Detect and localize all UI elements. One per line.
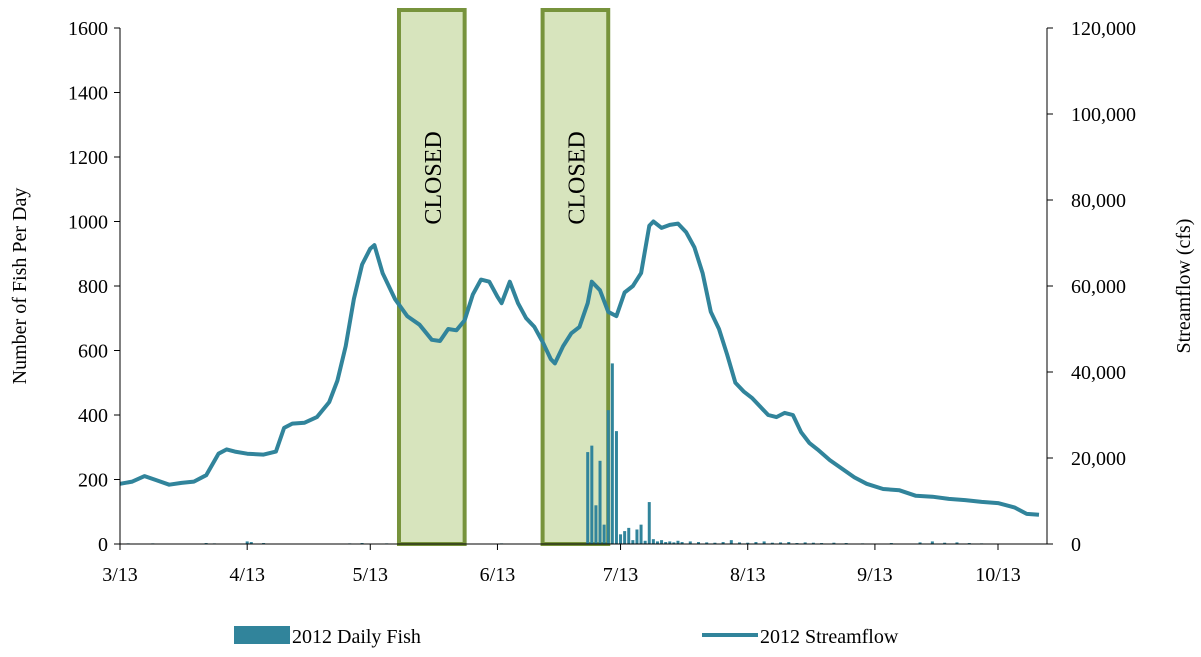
fish-bar: [647, 502, 651, 544]
fish-bar: [688, 541, 692, 544]
fish-bar: [930, 541, 934, 544]
fish-bar: [918, 542, 922, 544]
left-tick-label: 1000: [68, 212, 108, 234]
fish-bar: [643, 540, 647, 544]
closed-periods: CLOSED CLOSED: [396, 8, 611, 546]
fish-bar: [696, 542, 700, 544]
left-tick-label: 0: [98, 534, 108, 556]
fish-bar: [245, 541, 249, 544]
y-right-axis-title: Streamflow (cfs): [1173, 219, 1195, 354]
right-tick-label: 120,000: [1071, 18, 1136, 40]
right-tick-label: 80,000: [1071, 190, 1126, 212]
x-tick-label: 9/13: [857, 564, 893, 586]
fish-bar: [602, 524, 606, 544]
fish-bar: [705, 542, 709, 544]
fish-bar: [586, 452, 590, 544]
fish-bar: [672, 542, 676, 544]
closed-period-box-1: [396, 8, 467, 546]
fish-bar: [738, 542, 742, 544]
left-tick-label: 1400: [68, 83, 108, 105]
x-tick-label: 7/13: [603, 564, 639, 586]
left-tick-label: 400: [78, 405, 108, 427]
fish-bar: [787, 542, 791, 544]
right-tick-label: 60,000: [1071, 276, 1126, 298]
fish-bar: [955, 542, 959, 544]
right-tick-label: 40,000: [1071, 362, 1126, 384]
fish-bar: [811, 542, 815, 544]
fish-bar: [770, 542, 774, 544]
x-tick-label: 3/13: [102, 564, 138, 586]
x-tick-label: 10/13: [975, 564, 1021, 586]
right-tick-label: 0: [1071, 534, 1081, 556]
right-tick-label: 20,000: [1071, 448, 1126, 470]
legend-swatch-daily-fish: [234, 626, 290, 644]
fish-bar: [623, 531, 627, 544]
fish-bar: [635, 529, 639, 544]
fish-bar: [590, 445, 594, 544]
fish-bar: [249, 542, 253, 544]
fish-bar: [655, 541, 659, 544]
fish-bar: [680, 542, 684, 544]
fish-bar: [668, 541, 672, 544]
x-tick-label: 8/13: [730, 564, 766, 586]
fish-bar: [676, 540, 680, 544]
left-tick-label: 800: [78, 276, 108, 298]
fish-bar: [606, 410, 610, 544]
x-tick-label: 6/13: [480, 564, 516, 586]
fish-bar: [713, 542, 717, 544]
closed-period-label-2: CLOSED: [564, 131, 590, 224]
fish-bar: [832, 542, 836, 544]
fish-bar: [619, 534, 623, 544]
fish-bar: [627, 527, 631, 544]
right-tick-label: 100,000: [1071, 104, 1136, 126]
legend-label-streamflow: 2012 Streamflow: [760, 626, 899, 648]
fish-bar: [639, 524, 643, 544]
fish-bar: [660, 540, 664, 544]
fish-bar: [779, 542, 783, 544]
left-tick-label: 600: [78, 341, 108, 363]
fish-bar: [610, 363, 614, 544]
x-tick-label: 4/13: [229, 564, 265, 586]
fish-bar: [746, 542, 750, 544]
streamflow-line-layer: [119, 219, 1040, 517]
closed-period-box-2: [540, 8, 611, 546]
fish-bar: [664, 542, 668, 544]
left-tick-label: 1600: [68, 18, 108, 40]
fish-bar: [721, 542, 725, 544]
streamflow-line: [119, 219, 1040, 517]
fish-bar: [614, 431, 618, 544]
fish-bar: [754, 542, 758, 544]
left-tick-label: 200: [78, 470, 108, 492]
closed-period-label-1: CLOSED: [421, 131, 447, 224]
fish-bars: [126, 363, 984, 545]
fish-bar: [943, 542, 947, 544]
y-left-axis-title: Number of Fish Per Day: [9, 188, 31, 385]
fish-bar: [762, 541, 766, 544]
axes: 0 200 400 600 800 1000 1200 1400 1600 0 20,000 40,0…: [9, 18, 1195, 586]
fish-bar: [598, 460, 602, 544]
left-tick-label: 1200: [68, 147, 108, 169]
fish-bar: [594, 505, 598, 544]
fish-bar: [651, 539, 655, 544]
fish-bar: [631, 540, 635, 544]
legend: 2012 Daily Fish 2012 Streamflow: [234, 626, 899, 648]
fish-bar: [803, 542, 807, 544]
legend-label-daily-fish: 2012 Daily Fish: [292, 626, 421, 648]
x-tick-label: 5/13: [352, 564, 388, 586]
fish-bar: [729, 540, 733, 544]
